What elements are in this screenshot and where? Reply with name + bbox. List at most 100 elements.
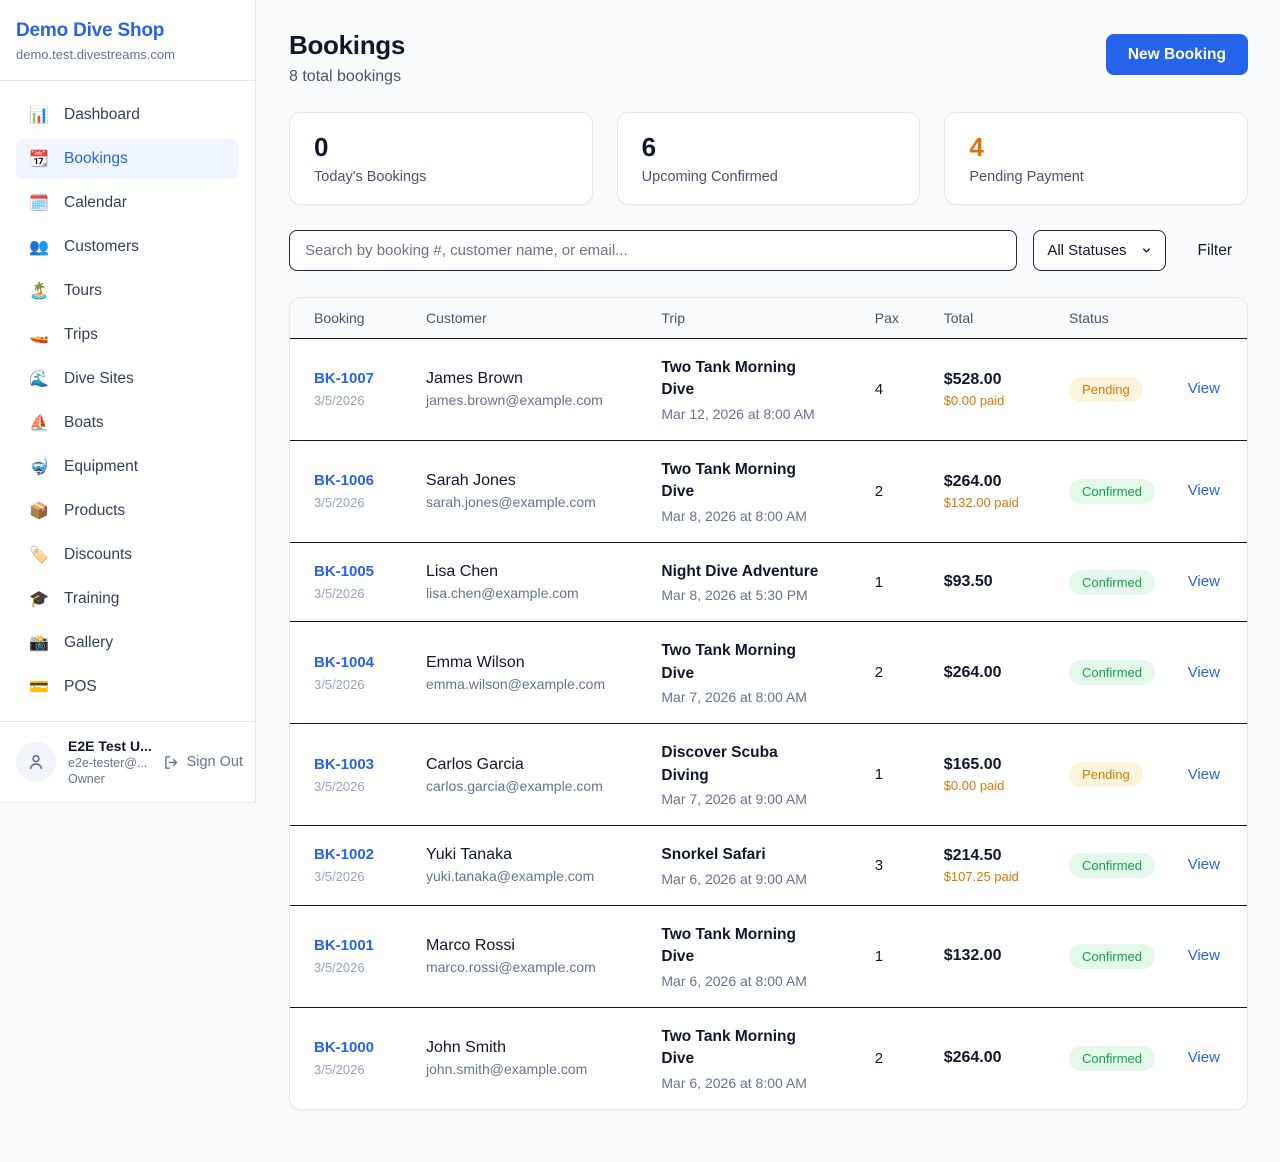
search-input[interactable]	[289, 230, 1018, 271]
sidebar-item[interactable]: 📸 Gallery	[16, 623, 239, 663]
total-amount: $165.00	[943, 756, 1002, 774]
user-info: E2E Test U... e2e-tester@... Owner	[68, 738, 152, 786]
sidebar-item[interactable]: 💳 POS	[16, 667, 239, 707]
trip-cell: Night Dive Adventure Mar 8, 2026 at 5:30…	[637, 542, 851, 623]
sidebar-item[interactable]: 👥 Customers	[16, 227, 239, 267]
stat-card: 6 Upcoming Confirmed	[616, 112, 921, 205]
main-content: Bookings 8 total bookings New Booking 0 …	[256, 0, 1280, 1140]
sidebar-user-section: E2E Test U... e2e-tester@... Owner Sign …	[0, 721, 255, 802]
view-link[interactable]: View	[1187, 1049, 1220, 1067]
status-badge: Confirmed	[1069, 478, 1156, 504]
total-amount: $214.50	[943, 846, 1002, 864]
sidebar-item[interactable]: 🎓 Training	[16, 579, 239, 619]
booking-id-link[interactable]: BK-1005	[314, 563, 375, 581]
booking-date: 3/5/2026	[314, 778, 365, 794]
sidebar-item-icon: 🌊	[29, 371, 49, 388]
sidebar-item[interactable]: 🌊 Dive Sites	[16, 359, 239, 399]
customer-email: lisa.chen@example.com	[425, 585, 579, 602]
table-row: BK-1001 3/5/2026 Marco Rossi marco.rossi…	[290, 905, 1247, 1008]
actions-cell: View	[1163, 621, 1247, 725]
view-link[interactable]: View	[1187, 573, 1220, 591]
sign-out-icon	[164, 755, 177, 769]
sidebar-item[interactable]: 🚤 Trips	[16, 315, 239, 355]
sidebar-item[interactable]: ⛵ Boats	[16, 403, 239, 443]
total-amount: $264.00	[943, 1049, 1002, 1067]
sidebar-item-label: Tours	[64, 282, 102, 299]
trip-name: Night Dive Adventure	[661, 562, 819, 580]
view-link[interactable]: View	[1187, 482, 1220, 500]
total-amount: $93.50	[943, 573, 993, 591]
booking-date: 3/5/2026	[314, 393, 365, 409]
sidebar-item[interactable]: 🏷️ Discounts	[16, 535, 239, 575]
paid-amount: $107.25 paid	[943, 868, 1019, 884]
customer-cell: Lisa Chen lisa.chen@example.com	[401, 542, 638, 623]
filter-button[interactable]: Filter	[1182, 242, 1248, 260]
booking-id-link[interactable]: BK-1000	[314, 1039, 375, 1057]
sidebar-item[interactable]: 🗓️ Calendar	[16, 183, 239, 223]
actions-cell: View	[1163, 723, 1247, 827]
trip-name: Snorkel Safari	[661, 846, 766, 864]
pax-cell: 1	[850, 905, 920, 1008]
booking-id-link[interactable]: BK-1003	[314, 755, 375, 773]
column-header-customer: Customer	[401, 298, 638, 339]
view-link[interactable]: View	[1187, 856, 1220, 874]
person-icon	[29, 754, 43, 770]
booking-cell: BK-1007 3/5/2026	[290, 338, 402, 441]
sidebar-item[interactable]: 🏝️ Tours	[16, 271, 239, 311]
sidebar-item-label: Customers	[64, 238, 139, 255]
view-link[interactable]: View	[1187, 765, 1220, 783]
total-cell: $165.00 $0.00 paid	[919, 723, 1046, 827]
trip-datetime: Mar 8, 2026 at 5:30 PM	[661, 587, 808, 604]
pax-cell: 1	[850, 542, 920, 623]
customer-name: Marco Rossi	[425, 937, 515, 955]
new-booking-button[interactable]: New Booking	[1105, 34, 1248, 75]
sidebar-item-label: Bookings	[64, 150, 128, 167]
sidebar-item-icon: ⛵	[29, 415, 49, 432]
page-subtitle: 8 total bookings	[289, 68, 402, 85]
sign-out-button[interactable]: Sign Out	[163, 754, 243, 771]
column-header-total: Total	[919, 298, 1046, 339]
status-cell: Confirmed	[1045, 542, 1164, 623]
customer-email: emma.wilson@example.com	[425, 675, 606, 692]
sidebar-item[interactable]: 🤿 Equipment	[16, 447, 239, 487]
sidebar-item[interactable]: 📦 Products	[16, 491, 239, 531]
booking-id-link[interactable]: BK-1006	[314, 472, 375, 490]
trip-name: Two Tank Morning Dive	[661, 925, 796, 966]
booking-id-link[interactable]: BK-1001	[314, 937, 375, 955]
sidebar-item[interactable]: 📊 Dashboard	[16, 95, 239, 135]
column-header-booking: Booking	[290, 298, 402, 339]
actions-cell: View	[1163, 542, 1247, 623]
trip-cell: Snorkel Safari Mar 6, 2026 at 9:00 AM	[637, 825, 851, 906]
status-cell: Confirmed	[1045, 905, 1164, 1008]
paid-amount: $0.00 paid	[943, 778, 1005, 794]
chevron-down-icon	[1142, 248, 1150, 253]
sidebar-item-label: Products	[64, 502, 126, 519]
trip-cell: Discover Scuba Diving Mar 7, 2026 at 9:0…	[637, 723, 851, 827]
sidebar-item-icon: 📦	[29, 503, 49, 520]
sidebar-item-label: Gallery	[64, 634, 114, 651]
table-row: BK-1007 3/5/2026 James Brown james.brown…	[290, 338, 1247, 441]
status-select[interactable]: All Statuses	[1033, 230, 1166, 271]
booking-id-link[interactable]: BK-1004	[314, 653, 375, 671]
column-header-pax: Pax	[850, 298, 920, 339]
customer-cell: Marco Rossi marco.rossi@example.com	[401, 905, 638, 1008]
actions-cell: View	[1163, 338, 1247, 441]
booking-cell: BK-1001 3/5/2026	[290, 905, 402, 1008]
stat-value: 4	[969, 132, 984, 162]
booking-date: 3/5/2026	[314, 960, 365, 976]
booking-id-link[interactable]: BK-1007	[314, 370, 375, 388]
booking-id-link[interactable]: BK-1002	[314, 846, 375, 864]
table-row: BK-1002 3/5/2026 Yuki Tanaka yuki.tanaka…	[290, 825, 1247, 906]
view-link[interactable]: View	[1187, 380, 1220, 398]
sidebar-item[interactable]: 📆 Bookings	[16, 139, 239, 179]
customer-name: Emma Wilson	[425, 653, 525, 671]
actions-cell: View	[1164, 1007, 1247, 1108]
view-link[interactable]: View	[1187, 663, 1220, 681]
table-row: BK-1000 3/5/2026 John Smith john.smith@e…	[290, 1007, 1247, 1108]
sidebar-item-icon: 🗓️	[29, 195, 49, 212]
total-cell: $264.00	[919, 621, 1046, 725]
table-row: BK-1005 3/5/2026 Lisa Chen lisa.chen@exa…	[290, 542, 1247, 623]
user-name: E2E Test U...	[68, 738, 152, 754]
view-link[interactable]: View	[1187, 947, 1220, 965]
